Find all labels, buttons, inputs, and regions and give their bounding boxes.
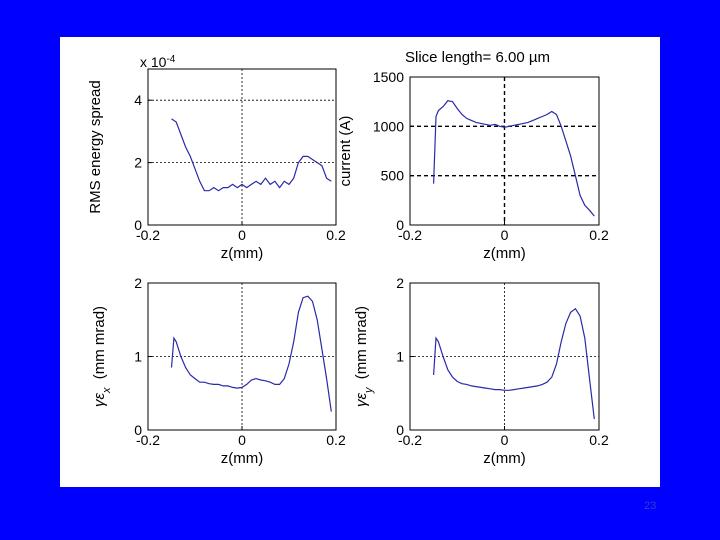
x-tick-label: 0: [238, 227, 246, 243]
x-tick-label: -0.2: [398, 227, 422, 243]
y-tick-label: 0: [396, 217, 404, 233]
exponent-label: x 10-4: [140, 54, 176, 71]
x-tick-label: 0: [501, 227, 509, 243]
x-axis-label: z(mm): [221, 450, 263, 467]
x-axis-label: z(mm): [483, 450, 525, 467]
y-tick-label: 2: [134, 155, 142, 171]
y-tick-label: 1000: [373, 118, 404, 134]
x-axis-label: z(mm): [483, 245, 525, 262]
y-tick-label: 0: [396, 422, 404, 438]
x-tick-label: 0.2: [326, 432, 346, 448]
y-tick-label: 4: [134, 92, 142, 108]
y-tick-label: 500: [381, 168, 405, 184]
y-axis-label: γεx (mm mrad): [91, 306, 113, 407]
series-line-3: [170, 295, 332, 412]
x-tick-label: 0.2: [589, 432, 609, 448]
x-tick-label: 0: [238, 432, 246, 448]
y-tick-label: 1: [396, 349, 404, 365]
y-axis-label: γεy (mm mrad): [353, 306, 375, 407]
y-tick-label: 2: [134, 275, 142, 291]
slide-number: 23: [644, 500, 657, 512]
slice-length-label: Slice length= 6.00 µm: [405, 49, 550, 66]
x-tick-label: -0.2: [136, 227, 160, 243]
y-axis-label: RMS energy spread: [87, 80, 104, 213]
figure-panel: Slice length= 6.00 µm -0.2 0 0.2 0 2 4 z(mm) RMS…: [60, 37, 660, 487]
x-tick-label: -0.2: [136, 432, 160, 448]
y-tick-label: 2: [396, 275, 404, 291]
plots-svg: Slice length= 6.00 µm-0.2 0 0.2024z(mm)RMS…: [87, 49, 609, 467]
x-tick-label: -0.2: [398, 432, 422, 448]
y-axis-label: current (A): [337, 116, 354, 187]
series-line-1: [171, 118, 332, 192]
y-tick-label: 0: [134, 422, 142, 438]
y-tick-label: 0: [134, 217, 142, 233]
x-axis-label: z(mm): [221, 245, 263, 262]
series-line-2: [433, 100, 595, 217]
y-tick-label: 1: [134, 349, 142, 365]
series-line-4: [433, 307, 595, 420]
x-tick-label: 0.2: [326, 227, 346, 243]
x-tick-label: 0: [501, 432, 509, 448]
x-tick-label: 0.2: [589, 227, 609, 243]
y-tick-label: 1500: [373, 69, 404, 85]
